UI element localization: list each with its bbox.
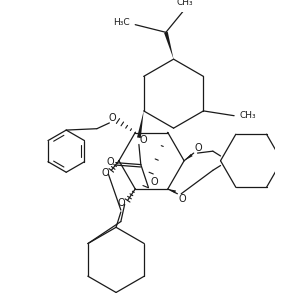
Polygon shape bbox=[168, 189, 176, 193]
Text: O: O bbox=[108, 113, 116, 123]
Polygon shape bbox=[164, 32, 174, 59]
Text: O: O bbox=[150, 177, 158, 187]
Text: O: O bbox=[106, 157, 114, 167]
Text: O: O bbox=[195, 143, 202, 153]
Text: O: O bbox=[102, 168, 109, 178]
Polygon shape bbox=[137, 111, 144, 138]
Text: CH₃: CH₃ bbox=[239, 111, 256, 120]
Text: O: O bbox=[178, 194, 186, 204]
Polygon shape bbox=[184, 154, 193, 161]
Text: O: O bbox=[140, 135, 148, 145]
Text: O: O bbox=[118, 198, 126, 208]
Text: H₃C: H₃C bbox=[114, 18, 130, 27]
Text: CH₃: CH₃ bbox=[177, 0, 193, 7]
